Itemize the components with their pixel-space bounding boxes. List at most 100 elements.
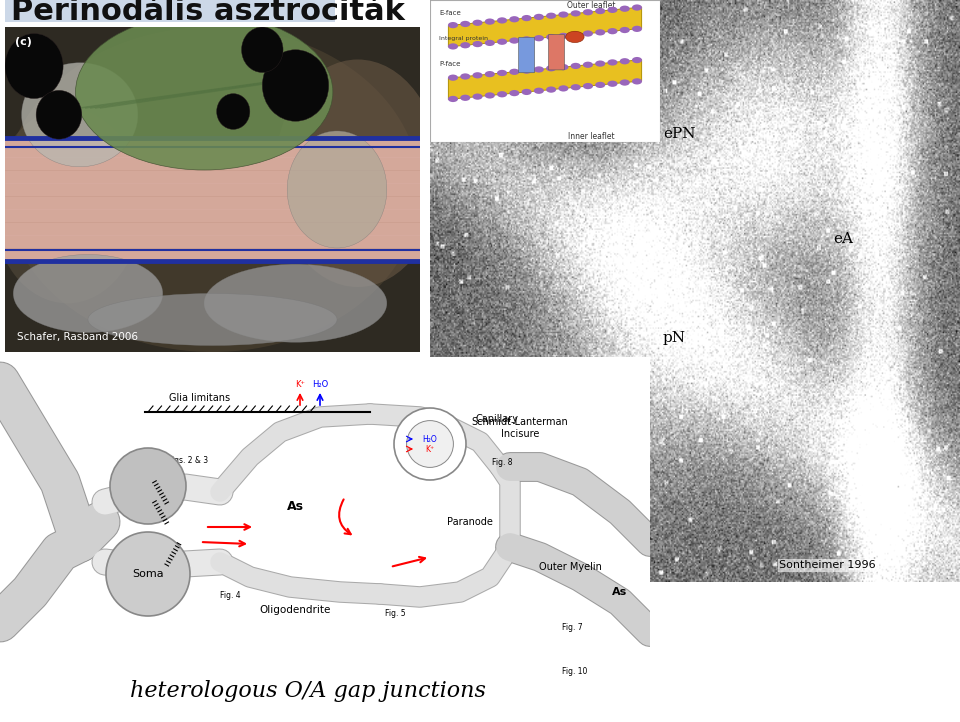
Circle shape (546, 87, 556, 92)
Ellipse shape (21, 63, 138, 167)
Circle shape (110, 448, 186, 524)
Circle shape (521, 89, 532, 95)
Text: As: As (612, 587, 628, 597)
FancyBboxPatch shape (518, 38, 535, 73)
Circle shape (559, 85, 568, 92)
Circle shape (485, 92, 494, 99)
Circle shape (448, 96, 458, 102)
Text: Glia limitans: Glia limitans (169, 393, 230, 403)
Ellipse shape (88, 294, 337, 346)
Circle shape (509, 38, 519, 44)
Circle shape (509, 16, 519, 22)
Circle shape (448, 43, 458, 50)
Circle shape (521, 15, 532, 21)
Circle shape (608, 28, 617, 35)
Text: Fig. 5: Fig. 5 (385, 609, 406, 619)
Circle shape (583, 61, 593, 68)
Text: Adult rat optic nerve. pN: P-
fracture face of nodal
membrane; ePN: E-face of th: Adult rat optic nerve. pN: P- fracture f… (660, 364, 881, 505)
Circle shape (472, 19, 483, 26)
Circle shape (570, 63, 581, 69)
Ellipse shape (262, 50, 328, 121)
Circle shape (497, 17, 507, 24)
Circle shape (460, 95, 470, 101)
Circle shape (472, 72, 483, 79)
Circle shape (583, 83, 593, 90)
Text: heterologous O/A gap junctions: heterologous O/A gap junctions (130, 680, 486, 702)
Circle shape (608, 81, 617, 87)
Circle shape (485, 71, 494, 77)
Circle shape (497, 70, 507, 76)
Circle shape (632, 78, 642, 84)
Circle shape (595, 8, 605, 14)
Circle shape (546, 65, 556, 71)
Circle shape (595, 29, 605, 35)
Circle shape (608, 59, 617, 66)
Circle shape (632, 57, 642, 64)
Circle shape (608, 6, 617, 13)
Circle shape (546, 34, 556, 40)
Text: Perinodális asztrociták: Perinodális asztrociták (11, 0, 405, 25)
Text: H₂O: H₂O (422, 435, 438, 443)
Circle shape (509, 90, 519, 96)
Circle shape (448, 74, 458, 81)
Circle shape (583, 30, 593, 37)
Ellipse shape (287, 131, 387, 248)
Text: E-face: E-face (439, 10, 461, 16)
Circle shape (570, 84, 581, 90)
Text: Fig. 8: Fig. 8 (492, 458, 513, 466)
Text: Outer leaflet: Outer leaflet (566, 1, 615, 10)
Text: Integral protein: Integral protein (439, 36, 489, 41)
Circle shape (521, 67, 532, 74)
Circle shape (559, 32, 568, 39)
Circle shape (583, 9, 593, 15)
Ellipse shape (13, 254, 162, 333)
Text: Fig. 4: Fig. 4 (220, 591, 241, 599)
Circle shape (570, 10, 581, 17)
Circle shape (546, 12, 556, 19)
Circle shape (394, 408, 466, 480)
Circle shape (460, 42, 470, 48)
Circle shape (632, 26, 642, 32)
Text: K⁺: K⁺ (425, 445, 435, 453)
Circle shape (595, 61, 605, 66)
Text: K⁺: K⁺ (295, 380, 305, 389)
Circle shape (485, 40, 494, 46)
Ellipse shape (204, 264, 387, 342)
Text: Inner leaflet: Inner leaflet (567, 131, 614, 141)
Text: Figs. 2 & 3: Figs. 2 & 3 (168, 456, 208, 464)
Text: Capillary: Capillary (475, 414, 518, 424)
Circle shape (509, 69, 519, 75)
Polygon shape (448, 7, 641, 47)
Circle shape (485, 19, 494, 25)
Text: A perinodal astrocytic process (green) contacts a
node of Ranvier. The axon is s: A perinodal astrocytic process (green) c… (10, 360, 371, 416)
Polygon shape (448, 60, 641, 100)
Text: P-face: P-face (439, 61, 461, 67)
Circle shape (472, 41, 483, 47)
Text: Oligodendrite: Oligodendrite (259, 605, 330, 615)
Circle shape (534, 87, 544, 94)
Text: Fig. 7: Fig. 7 (562, 622, 583, 632)
Ellipse shape (5, 27, 420, 352)
Circle shape (565, 31, 584, 43)
Text: H₂O: H₂O (312, 380, 328, 389)
Circle shape (497, 91, 507, 97)
Circle shape (619, 6, 630, 12)
FancyBboxPatch shape (548, 35, 564, 70)
Ellipse shape (242, 27, 283, 72)
Circle shape (619, 27, 630, 33)
Circle shape (448, 22, 458, 28)
Text: http://www.cvmbs.colostate.edu/rashlab/currentpub/neuro06figs/index.htm: http://www.cvmbs.colostate.edu/rashlab/c… (5, 704, 451, 717)
Circle shape (619, 58, 630, 64)
Circle shape (534, 66, 544, 73)
Text: As: As (286, 500, 303, 513)
Text: Soma: Soma (132, 569, 164, 579)
Ellipse shape (36, 90, 82, 139)
Text: ePN: ePN (662, 127, 695, 141)
Circle shape (534, 14, 544, 20)
Text: Outer Myelin: Outer Myelin (539, 562, 601, 572)
Ellipse shape (217, 94, 250, 129)
Ellipse shape (5, 33, 63, 98)
Circle shape (570, 32, 581, 38)
Bar (5, 0, 335, 22)
Text: eA: eA (833, 232, 853, 245)
